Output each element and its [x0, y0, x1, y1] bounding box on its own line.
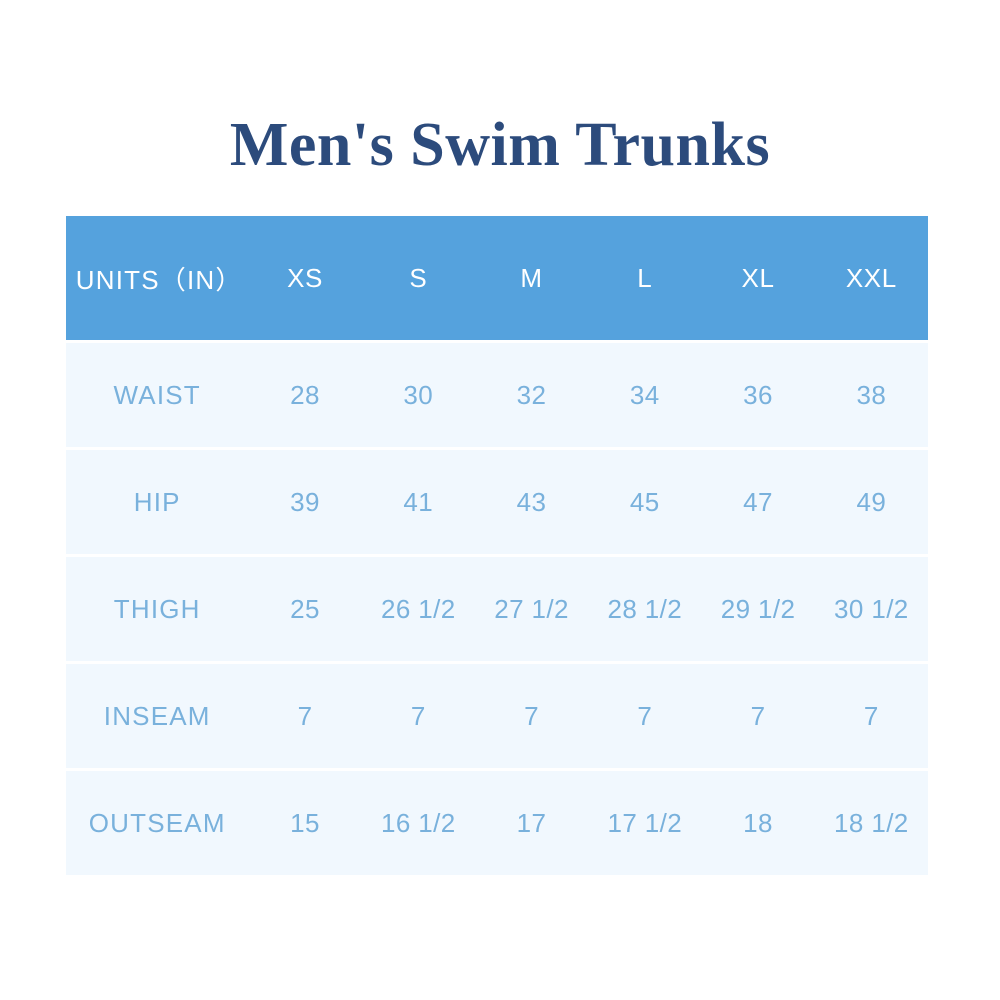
table-row: HIP 39 41 43 45 47 49: [66, 450, 928, 554]
table-row: INSEAM 7 7 7 7 7 7: [66, 664, 928, 768]
cell-thigh-xxl: 30 1/2: [814, 557, 928, 661]
cell-hip-l: 45: [588, 450, 702, 554]
cell-waist-xxl: 38: [814, 343, 928, 447]
table-header-row: UNITS（IN） XS S M L XL XXL: [66, 216, 928, 340]
column-header-xs: XS: [248, 216, 362, 340]
cell-outseam-xxl: 18 1/2: [814, 771, 928, 875]
table-row: OUTSEAM 15 16 1/2 17 17 1/2 18 18 1/2: [66, 771, 928, 875]
cell-outseam-m: 17: [474, 771, 589, 875]
cell-hip-xl: 47: [701, 450, 815, 554]
cell-thigh-s: 26 1/2: [361, 557, 475, 661]
cell-outseam-s: 16 1/2: [361, 771, 475, 875]
column-header-xxl: XXL: [814, 216, 928, 340]
column-header-xl: XL: [701, 216, 815, 340]
cell-thigh-xs: 25: [248, 557, 362, 661]
cell-hip-xxl: 49: [814, 450, 928, 554]
cell-waist-m: 32: [474, 343, 589, 447]
row-label-waist: WAIST: [66, 343, 249, 447]
cell-waist-xs: 28: [248, 343, 362, 447]
cell-outseam-xl: 18: [701, 771, 815, 875]
cell-inseam-xs: 7: [248, 664, 362, 768]
cell-hip-xs: 39: [248, 450, 362, 554]
cell-waist-l: 34: [588, 343, 702, 447]
table-row: THIGH 25 26 1/2 27 1/2 28 1/2 29 1/2 30 …: [66, 557, 928, 661]
row-label-outseam: OUTSEAM: [66, 771, 249, 875]
cell-outseam-l: 17 1/2: [588, 771, 702, 875]
page-title: Men's Swim Trunks: [229, 110, 771, 179]
cell-inseam-m: 7: [474, 664, 589, 768]
cell-thigh-l: 28 1/2: [588, 557, 702, 661]
cell-inseam-xxl: 7: [814, 664, 928, 768]
cell-hip-m: 43: [474, 450, 589, 554]
column-header-units: UNITS（IN）: [66, 216, 249, 340]
cell-outseam-xs: 15: [248, 771, 362, 875]
cell-inseam-s: 7: [361, 664, 475, 768]
page-title-container: Men's Swim Trunks: [0, 72, 1000, 217]
row-label-thigh: THIGH: [66, 557, 249, 661]
cell-waist-xl: 36: [701, 343, 815, 447]
cell-thigh-m: 27 1/2: [474, 557, 589, 661]
cell-hip-s: 41: [361, 450, 475, 554]
cell-waist-s: 30: [361, 343, 475, 447]
cell-thigh-xl: 29 1/2: [701, 557, 815, 661]
table-header: UNITS（IN） XS S M L XL XXL: [66, 216, 928, 340]
size-chart-table: UNITS（IN） XS S M L XL XXL WAIST 28 30 32…: [66, 213, 928, 878]
row-label-inseam: INSEAM: [66, 664, 249, 768]
column-header-l: L: [588, 216, 702, 340]
cell-inseam-xl: 7: [701, 664, 815, 768]
cell-inseam-l: 7: [588, 664, 702, 768]
table-body: WAIST 28 30 32 34 36 38 HIP 39 41 43 45 …: [66, 343, 928, 875]
column-header-s: S: [361, 216, 475, 340]
row-label-hip: HIP: [66, 450, 249, 554]
column-header-m: M: [474, 216, 589, 340]
table-row: WAIST 28 30 32 34 36 38: [66, 343, 928, 447]
